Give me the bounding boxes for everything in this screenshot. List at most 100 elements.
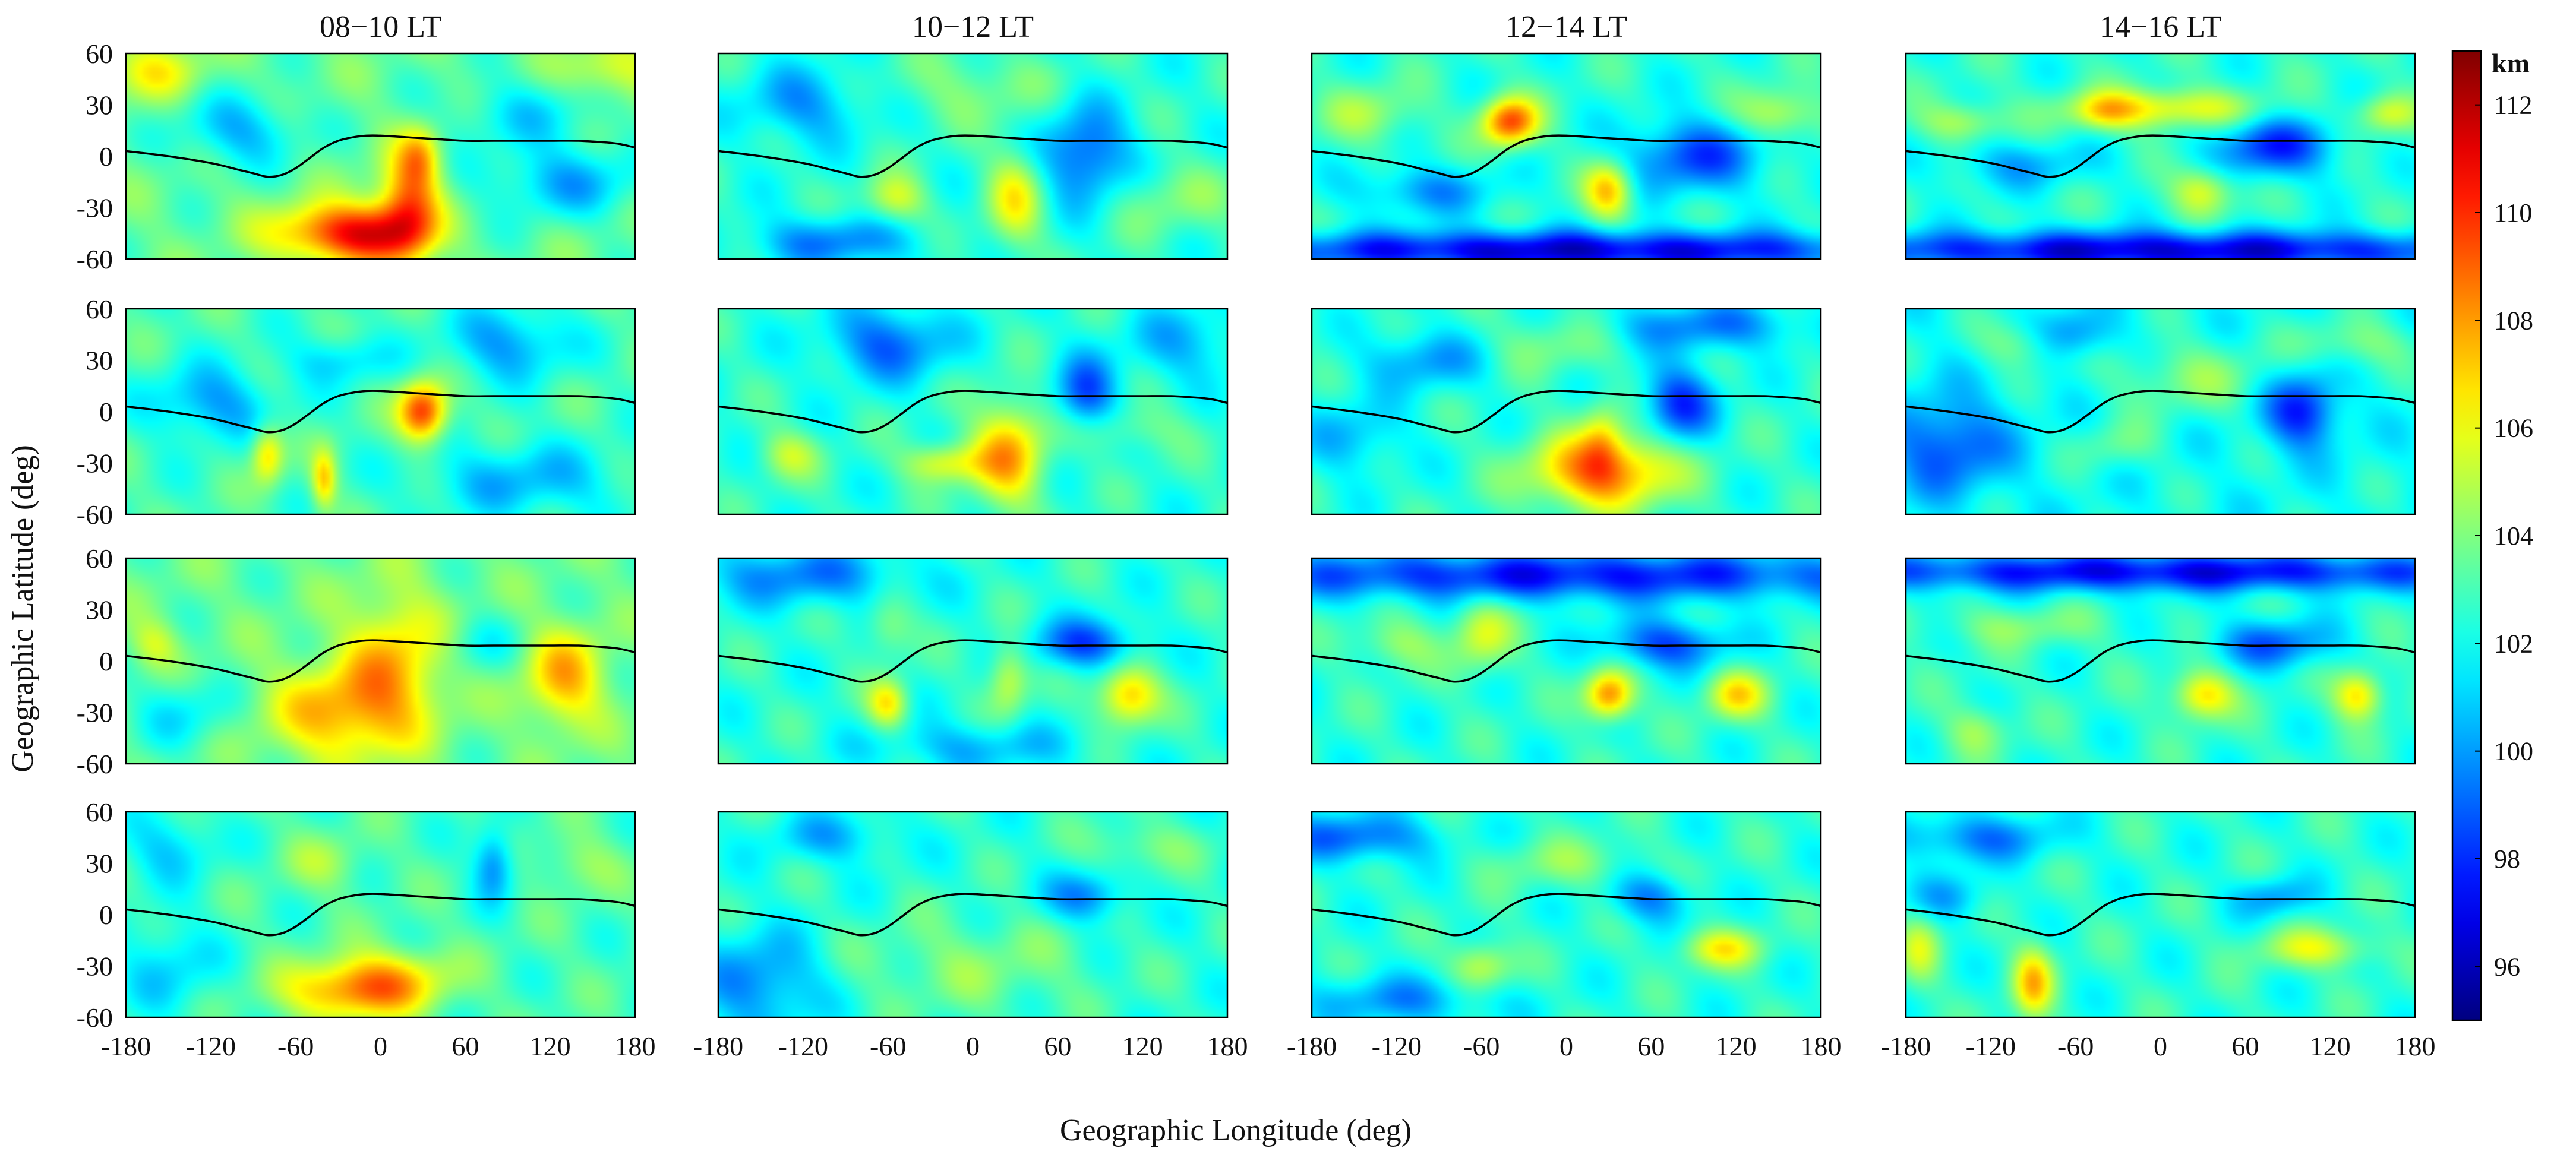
colorbar-tick-label: 110 <box>2494 198 2532 227</box>
panel-frame <box>1905 557 2416 765</box>
panel-r2-c1 <box>125 308 636 515</box>
colorbar-tick-label: 112 <box>2494 91 2532 120</box>
panel-grid <box>125 52 2416 1018</box>
panel-frame <box>717 557 1229 765</box>
y-axis-ticks: 60 30 0 -30 -60 60 30 0 -30 -60 60 30 0 -30 -60 60 30 0 -3… <box>77 39 113 1033</box>
panel-frame <box>125 811 636 1018</box>
y-tick-label: 0 <box>99 646 113 676</box>
heatmap-cells <box>1906 812 2415 1017</box>
panel-frame <box>125 52 636 260</box>
heatmap-cells <box>126 558 635 764</box>
panel-r1-c3 <box>1311 52 1822 260</box>
panel-frame <box>717 811 1229 1018</box>
panel-r4-c3 <box>1311 811 1822 1018</box>
colorbar-tick-label: 106 <box>2494 414 2533 443</box>
panel-r1-c4 <box>1905 52 2416 260</box>
y-axis-label: Geographic Latitude (deg) <box>6 445 40 773</box>
column-title: 10−12 LT <box>912 10 1034 44</box>
y-tick-label: -60 <box>77 499 113 530</box>
x-tick-label: -180 <box>1287 1031 1337 1061</box>
x-tick-label: 120 <box>1716 1031 1757 1061</box>
panel-frame <box>1311 811 1822 1018</box>
heatmap-cells <box>1312 558 1821 764</box>
colorbar-tick-label: 98 <box>2494 844 2520 874</box>
heatmap-cells <box>1906 53 2415 259</box>
y-tick-label: -30 <box>77 193 113 223</box>
y-tick-label: 0 <box>99 141 113 172</box>
dip-equator-line <box>718 639 1227 683</box>
dip-equator-line <box>1312 893 1821 937</box>
x-tick-label: 180 <box>615 1031 656 1061</box>
x-axis-ticks: -180 -120 -60 0 60 120 180 -180 -120 -60 0 60 120 180… <box>101 1031 2436 1061</box>
x-tick-label: -180 <box>1881 1031 1931 1061</box>
y-tick-label: 0 <box>99 900 113 930</box>
x-tick-label: -120 <box>186 1031 236 1061</box>
y-tick-label: 30 <box>86 595 113 625</box>
colorbar-tick-label: 108 <box>2494 306 2533 335</box>
x-tick-label: -120 <box>1372 1031 1422 1061</box>
heatmap-cells <box>126 309 635 514</box>
x-tick-label: -60 <box>870 1031 906 1061</box>
heatmap-cells <box>718 812 1227 1017</box>
panel-frame <box>1905 308 2416 515</box>
dip-equator-line <box>718 390 1227 434</box>
panel-r1-c2 <box>717 52 1229 260</box>
y-tick-label: 30 <box>86 849 113 879</box>
dip-equator-line <box>1312 390 1821 434</box>
x-tick-label: 120 <box>530 1031 571 1061</box>
colorbar-unit: km <box>2492 48 2530 78</box>
colorbar-tick-label: 104 <box>2494 521 2533 551</box>
x-tick-label: 0 <box>374 1031 387 1061</box>
panel-frame <box>717 308 1229 515</box>
x-tick-label: 0 <box>966 1031 980 1061</box>
dip-equator-line <box>1312 639 1821 683</box>
y-tick-label: 30 <box>86 346 113 376</box>
x-tick-label: 120 <box>1122 1031 1163 1061</box>
y-tick-label: 0 <box>99 397 113 427</box>
x-tick-label: 180 <box>1801 1031 1842 1061</box>
y-tick-label: -60 <box>77 244 113 274</box>
dip-equator-line <box>718 893 1227 937</box>
x-tick-label: 60 <box>452 1031 479 1061</box>
dip-equator-line <box>1906 390 2415 434</box>
panel-r3-c2 <box>717 557 1229 765</box>
y-tick-label: -30 <box>77 448 113 479</box>
x-tick-label: -60 <box>2057 1031 2094 1061</box>
heatmap-cells <box>718 309 1227 514</box>
heatmap-cells <box>1312 53 1821 259</box>
panel-frame <box>717 52 1229 260</box>
panel-frame <box>1905 811 2416 1018</box>
y-tick-label: 60 <box>86 294 113 324</box>
colorbar-tick-label: 102 <box>2494 629 2533 658</box>
x-tick-label: 180 <box>1207 1031 1248 1061</box>
heatmap-cells <box>718 53 1227 259</box>
x-tick-label: 0 <box>1560 1031 1573 1061</box>
heatmap-cells <box>1906 309 2415 514</box>
x-tick-label: -120 <box>1966 1031 2016 1061</box>
y-tick-label: 60 <box>86 543 113 574</box>
colorbar-tick-label: 100 <box>2494 737 2533 766</box>
x-tick-label: 120 <box>2310 1031 2351 1061</box>
heatmap-cells <box>126 812 635 1017</box>
dip-equator-line <box>126 134 635 178</box>
y-tick-label: 30 <box>86 90 113 121</box>
panel-r4-c1 <box>125 811 636 1018</box>
panel-frame <box>1311 557 1822 765</box>
heatmap-cells <box>1312 812 1821 1017</box>
dip-equator-line <box>1906 893 2415 937</box>
panel-frame <box>125 308 636 515</box>
panel-r4-c4 <box>1905 811 2416 1018</box>
y-tick-label: 60 <box>86 39 113 69</box>
y-tick-label: -60 <box>77 749 113 779</box>
panel-r4-c2 <box>717 811 1229 1018</box>
x-tick-label: 60 <box>2231 1031 2259 1061</box>
x-tick-label: -120 <box>778 1031 828 1061</box>
column-title: 12−14 LT <box>1505 10 1627 44</box>
y-tick-label: -60 <box>77 1002 113 1033</box>
x-axis-label: Geographic Longitude (deg) <box>1060 1114 1412 1147</box>
colorbar: km 96 98 100 102 104 106 108 110 112 <box>2451 48 2533 1021</box>
colorbar-tick-label: 96 <box>2494 952 2520 981</box>
column-titles: 08−10 LT 10−12 LT 12−14 LT 14−16 LT <box>320 10 2221 44</box>
x-tick-label: -180 <box>101 1031 151 1061</box>
